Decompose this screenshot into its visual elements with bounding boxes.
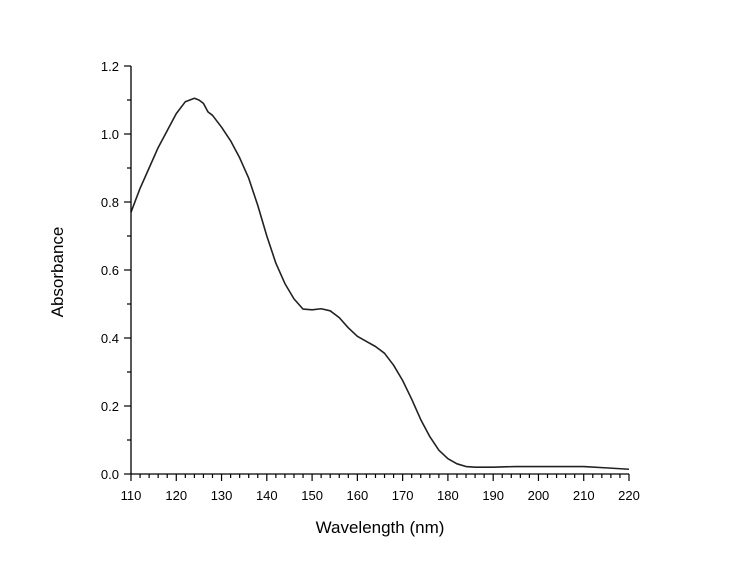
x-tick-label: 170	[392, 488, 414, 503]
x-tick-label: 150	[301, 488, 323, 503]
y-tick-label: 0.8	[101, 195, 119, 210]
y-tick-label: 1.0	[101, 127, 119, 142]
x-tick-label: 220	[618, 488, 640, 503]
x-tick-label: 200	[528, 488, 550, 503]
x-tick-label: 160	[347, 488, 369, 503]
ticks-layer	[124, 65, 630, 481]
tick-labels-layer: 110 120 130 140 150 160 170 180 190 200 210 220 0.0 0…	[101, 59, 640, 503]
x-tick-label: 110	[121, 488, 142, 503]
y-tick-label: 0.6	[101, 263, 119, 278]
y-tick-label: 0.0	[101, 467, 119, 482]
absorbance-series-line	[130, 97, 630, 471]
y-tick-label: 0.2	[101, 399, 119, 414]
x-axis-title: Wavelength (nm)	[316, 518, 445, 537]
x-tick-label: 130	[211, 488, 233, 503]
x-tick-label: 180	[437, 488, 459, 503]
x-tick-label: 140	[256, 488, 278, 503]
y-axis-title: Absorbance	[48, 227, 67, 318]
x-tick-label: 190	[482, 488, 504, 503]
y-tick-label: 0.4	[101, 331, 119, 346]
x-tick-label: 210	[573, 488, 595, 503]
x-tick-label: 120	[165, 488, 187, 503]
y-tick-label: 1.2	[101, 59, 119, 74]
